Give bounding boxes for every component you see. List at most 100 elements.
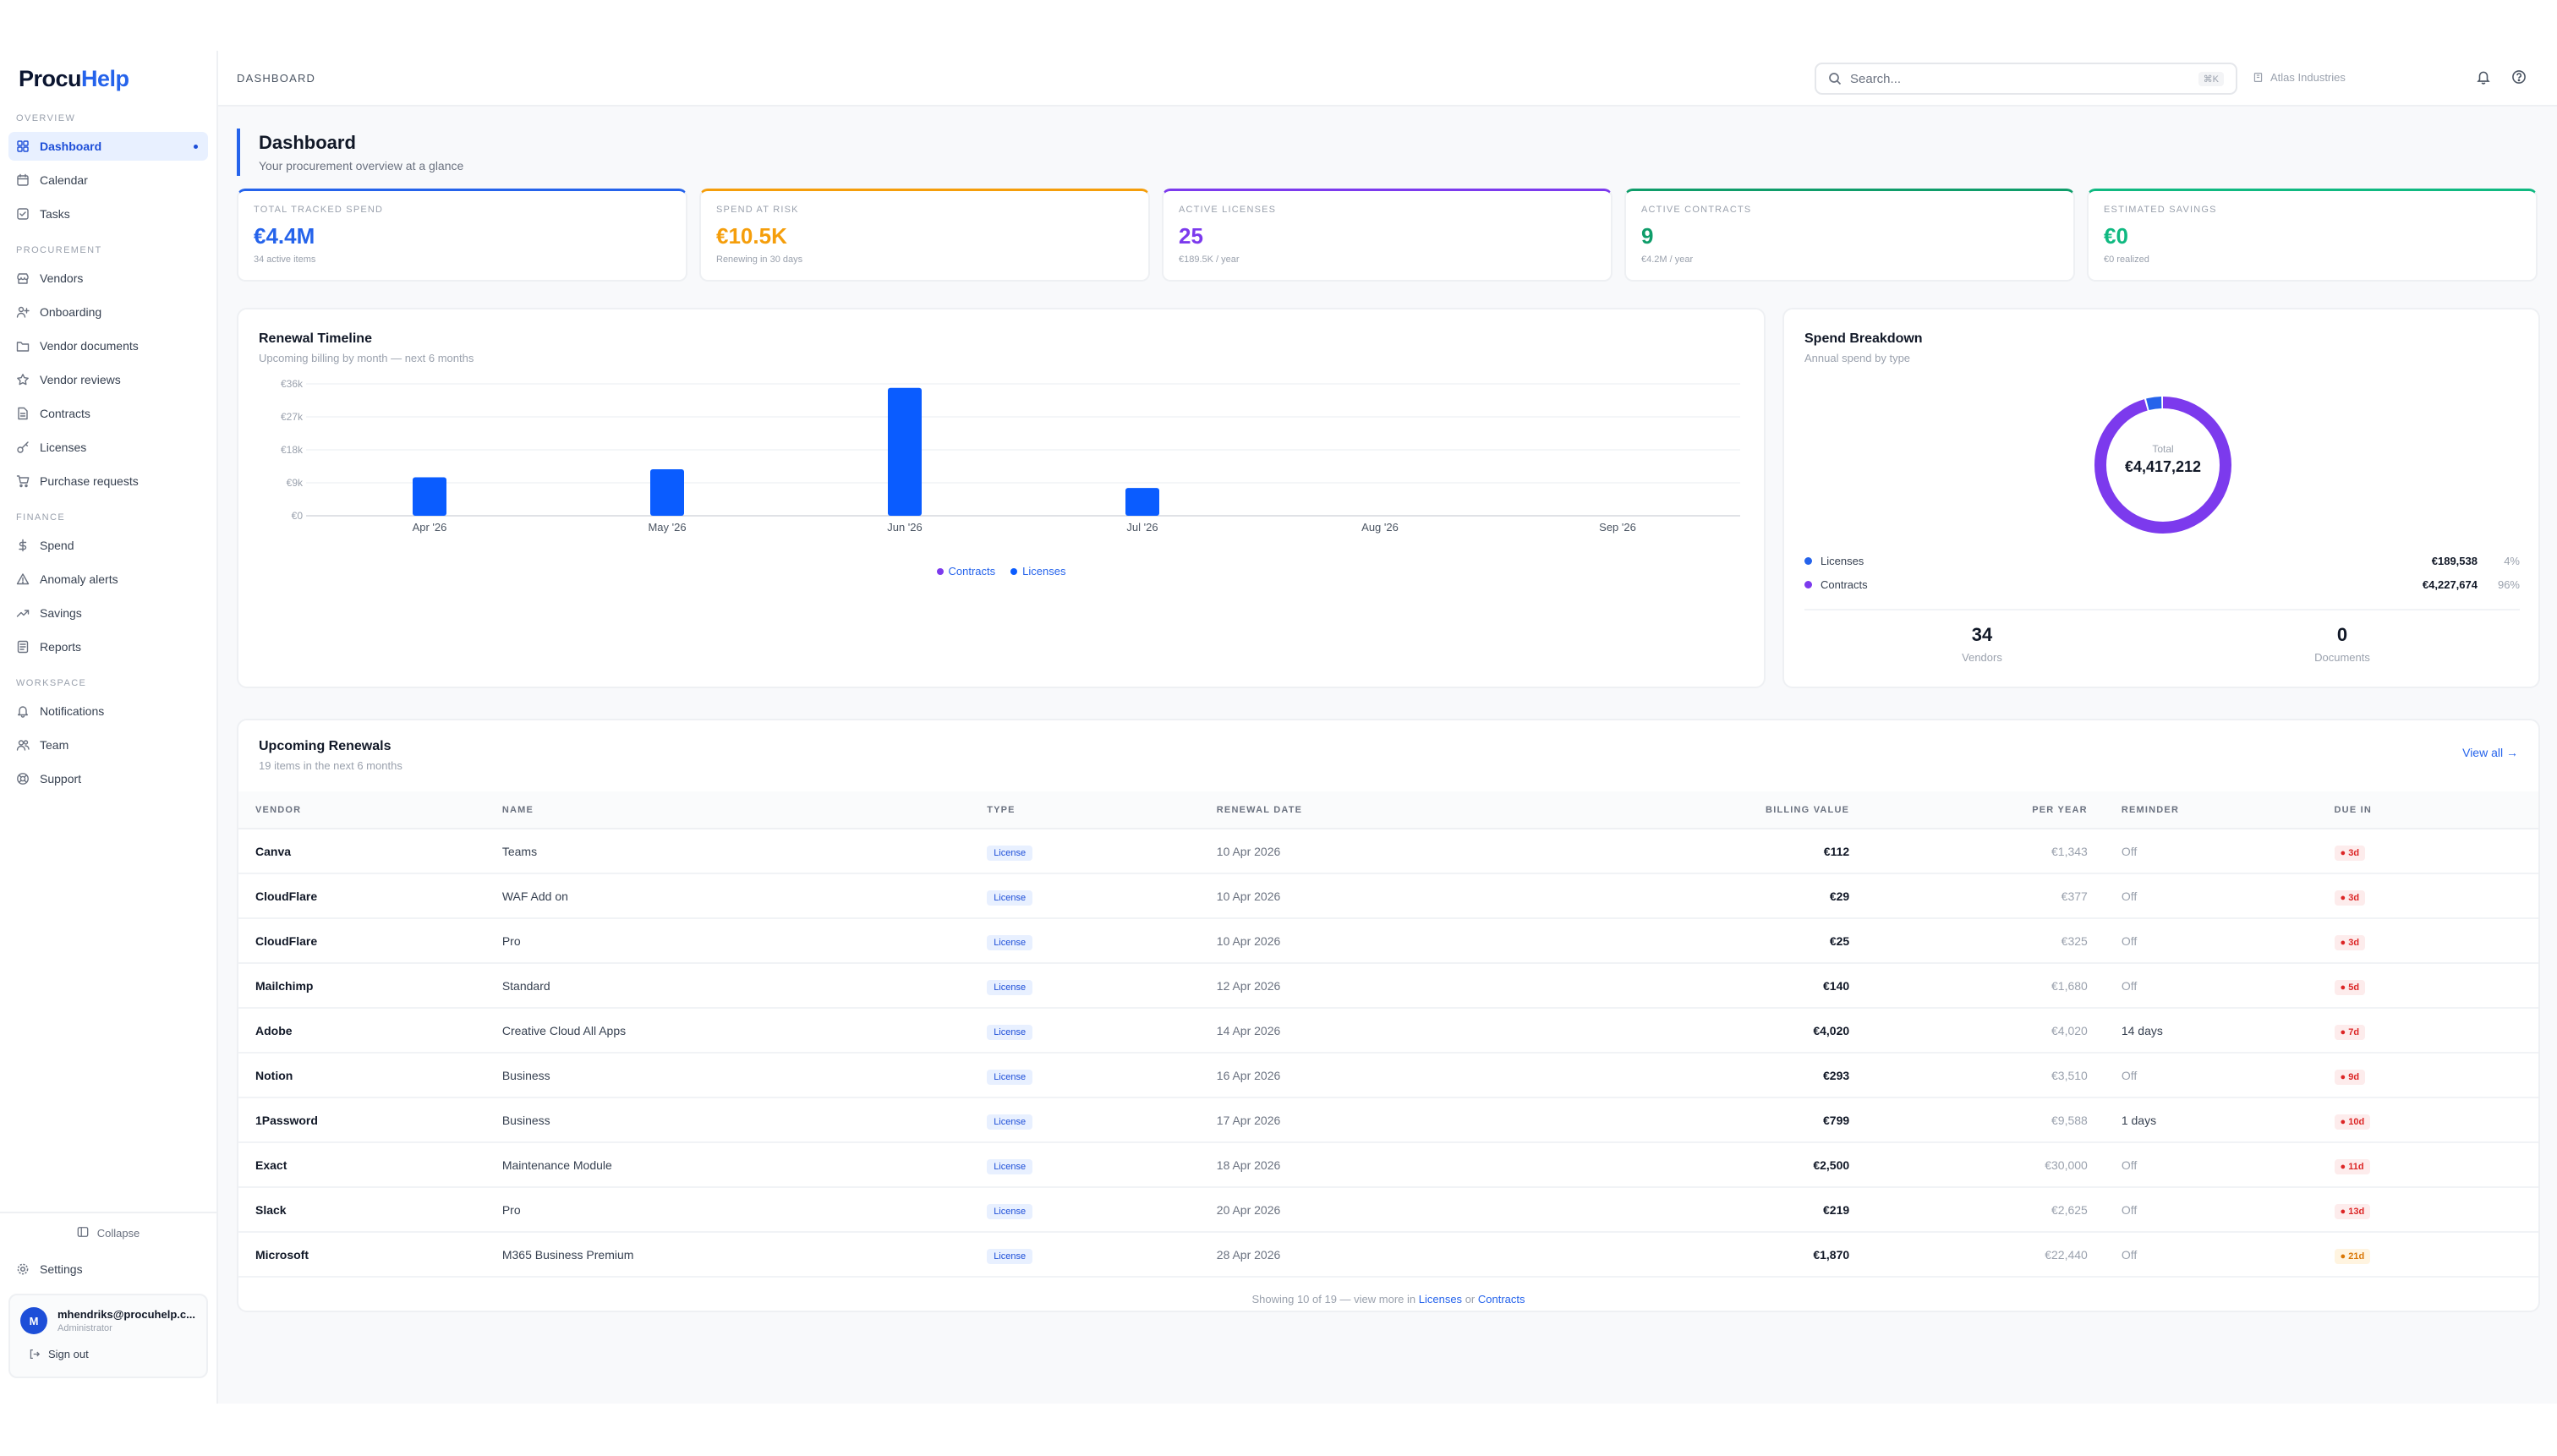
stat-value: 0 [2336,624,2348,645]
sidebar-item-vendor-documents[interactable]: Vendor documents [8,331,208,360]
due-badge-value: 9d [2348,1071,2360,1082]
sidebar-item-calendar[interactable]: Calendar [8,166,208,194]
bell-icon[interactable] [2476,69,2491,85]
table-row[interactable]: Mailchimp Standard License 12 Apr 2026 €140 €… [238,963,2538,1009]
alert-icon [16,572,30,586]
type-badge: License [987,889,1033,906]
cell-type: License [987,1008,1217,1054]
sidebar-item-reports[interactable]: Reports [8,632,208,661]
table-row[interactable]: CloudFlare WAF Add on License 10 Apr 2026 €2… [238,873,2538,919]
table-row[interactable]: CloudFlare Pro License 10 Apr 2026 €25 €325 Of… [238,918,2538,964]
sidebar-item-label: Spend [40,539,74,552]
kpi-subtext: Renewing in 30 days [716,255,803,265]
footer-licenses-link[interactable]: Licenses [1418,1293,1463,1305]
kpi-card[interactable]: ACTIVE LICENSES 25 €189.5K / year [1162,189,1612,282]
cell-renewal-date: 20 Apr 2026 [1216,1187,1608,1233]
column-header[interactable]: REMINDER [2087,791,2335,829]
table-row[interactable]: Adobe Creative Cloud All Apps License 14 Ap… [238,1008,2538,1054]
column-header[interactable]: NAME [501,791,988,829]
y-tick-label: €18k [281,444,304,456]
kpi-value: €0 [2104,223,2128,249]
sidebar-item-spend[interactable]: Spend [8,531,208,560]
sidebar-item-label: Dashboard [40,140,102,153]
cell-due-in: ● 10d [2334,1097,2538,1143]
column-header[interactable]: BILLING VALUE [1607,791,1850,829]
sidebar-item-notifications[interactable]: Notifications [8,697,208,725]
column-header[interactable]: VENDOR [238,791,502,829]
cell-per-year: €22,440 [1849,1232,2088,1278]
sidebar-item-dashboard[interactable]: Dashboard [8,132,208,161]
table-row[interactable]: Exact Maintenance Module License 18 Apr 202… [238,1142,2538,1188]
donut-total-value: €4,417,212 [2124,458,2202,475]
cell-reminder: Off [2087,1053,2335,1098]
sidebar-item-contracts[interactable]: Contracts [8,399,208,428]
breakdown-pct: 96% [2497,578,2520,591]
sidebar-item-label: Vendors [40,271,84,285]
contract-icon [16,407,30,420]
sidebar-item-onboarding[interactable]: Onboarding [8,298,208,326]
sidebar-item-vendor-reviews[interactable]: Vendor reviews [8,365,208,394]
table-row[interactable]: Notion Business License 16 Apr 2026 €293 €3,5… [238,1053,2538,1098]
cell-due-in: ● 3d [2334,918,2538,964]
brand-logo[interactable]: ProcuHelp [0,51,216,107]
sidebar-section-heading: OVERVIEW [16,113,76,123]
kpi-card[interactable]: ESTIMATED SAVINGS €0 €0 realized [2087,189,2538,282]
donut-slice-contracts[interactable] [2094,397,2231,534]
sidebar-item-label: Vendor reviews [40,373,121,386]
search-box[interactable]: ⌘K [1815,63,2237,95]
table-row[interactable]: 1Password Business License 17 Apr 2026 €799 €… [238,1097,2538,1143]
sidebar-section: WORKSPACE Notifications Team Support [0,678,216,793]
legend-contracts[interactable]: Contracts [936,565,995,577]
cell-vendor: Slack [238,1187,502,1233]
renewals-table: VENDOR NAME TYPE RENEWAL DATE BILLING VALUE P… [238,791,2538,1278]
column-header[interactable]: TYPE [987,791,1217,829]
table-row[interactable]: Slack Pro License 20 Apr 2026 €219 €2,625 Off ●… [238,1187,2538,1233]
kpi-card[interactable]: ACTIVE CONTRACTS 9 €4.2M / year [1624,189,2075,282]
bar-licenses-2[interactable] [888,387,922,516]
sidebar-item-savings[interactable]: Savings [8,599,208,627]
tenant-switcher[interactable]: Atlas Industries [2253,71,2346,84]
sidebar-item-tasks[interactable]: Tasks [8,200,208,228]
bar-licenses-1[interactable] [650,468,684,516]
sign-out-button[interactable]: Sign out [20,1348,196,1360]
sidebar-item-label: Notifications [40,704,105,718]
settings-link[interactable]: Settings [0,1255,216,1284]
stat-vendors[interactable]: 34 Vendors [1914,624,2050,664]
renewal-timeline-subtitle: Upcoming billing by month — next 6 month… [259,352,474,364]
avatar[interactable]: M [20,1307,47,1334]
sidebar-item-purchase-requests[interactable]: Purchase requests [8,467,208,495]
column-header[interactable]: RENEWAL DATE [1216,791,1608,829]
sidebar-item-team[interactable]: Team [8,731,208,759]
vendors-icon [16,271,30,285]
sidebar-item-anomaly-alerts[interactable]: Anomaly alerts [8,565,208,594]
sidebar-item-support[interactable]: Support [8,764,208,793]
column-header[interactable]: PER YEAR [1849,791,2088,829]
table-row[interactable]: Microsoft M365 Business Premium License 28 … [238,1232,2538,1278]
legend-contracts-swatch [936,567,944,575]
x-tick-label: Aug '26 [1361,521,1399,534]
view-all-link[interactable]: View all → [2462,746,2518,759]
footer-contracts-link[interactable]: Contracts [1477,1293,1525,1305]
onboarding-icon [16,305,30,319]
cell-billing-value: €2,500 [1607,1142,1850,1188]
legend-licenses[interactable]: Licenses [1010,565,1065,577]
search-input[interactable] [1850,71,2198,86]
table-row[interactable]: Canva Teams License 10 Apr 2026 €112 €1,343 Of… [238,829,2538,874]
breadcrumb[interactable]: DASHBOARD [237,71,316,85]
stat-documents[interactable]: 0 Documents [2275,624,2410,664]
due-badge-value: 3d [2348,847,2360,858]
column-header[interactable]: DUE IN [2334,791,2538,829]
due-badge-value: 5d [2348,982,2360,993]
sidebar-item-label: Contracts [40,407,90,420]
cell-due-in: ● 13d [2334,1187,2538,1233]
sidebar-item-licenses[interactable]: Licenses [8,433,208,462]
due-badge-value: 10d [2348,1116,2365,1127]
collapse-button[interactable]: Collapse [0,1213,216,1252]
bar-licenses-0[interactable] [413,477,446,517]
bar-licenses-3[interactable] [1125,488,1159,516]
kpi-card[interactable]: SPEND AT RISK €10.5K Renewing in 30 days [699,189,1150,282]
breakdown-value: €4,227,674 [2422,578,2478,591]
sidebar-item-vendors[interactable]: Vendors [8,264,208,293]
help-icon[interactable] [2511,69,2527,85]
kpi-card[interactable]: TOTAL TRACKED SPEND €4.4M 34 active items [237,189,687,282]
